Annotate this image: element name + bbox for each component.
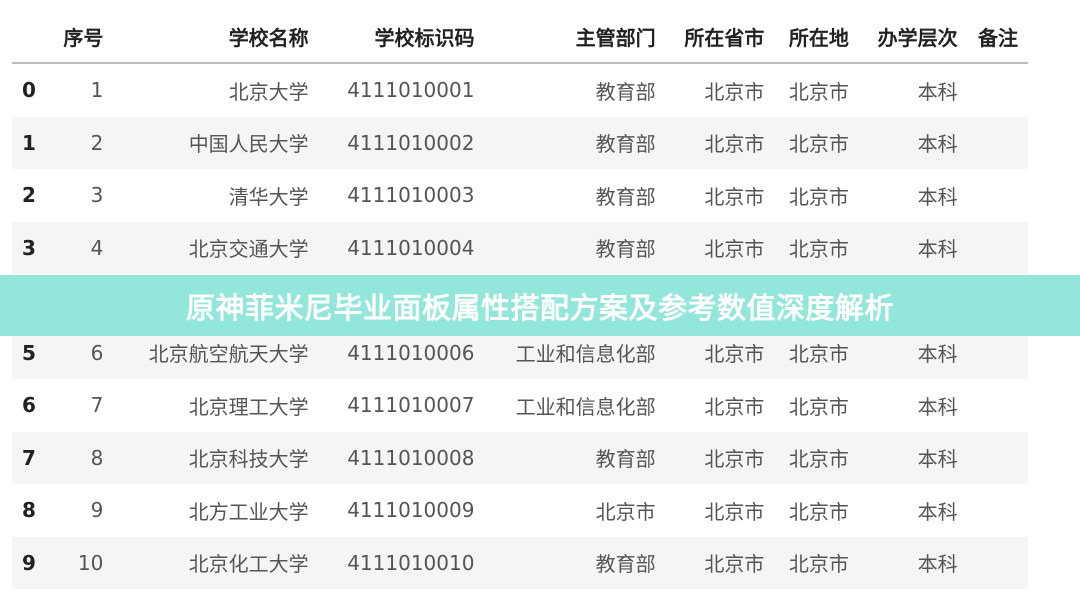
table-cell: 本科 [858, 536, 968, 589]
table-cell: 北京市 [788, 394, 849, 419]
table-cell: 8 [52, 431, 114, 484]
table-cell [967, 431, 1028, 484]
table-row: 9 10 北京化工大学 4111010010 教育部 北京市 北京市 本科 [12, 536, 1028, 589]
table-row: 1 2 中国人民大学 4111010002 教育部 北京市 北京市 本科 [12, 116, 1028, 169]
table-cell [968, 484, 1028, 537]
table-cell: 4 [52, 221, 114, 274]
table-cell [967, 221, 1028, 274]
table-cell: 1 [90, 78, 104, 103]
row-index: 3 [12, 221, 53, 274]
row-index: 0 [22, 78, 36, 103]
table-cell: 北京市 [774, 116, 859, 169]
row-index: 9 [12, 536, 53, 589]
table-row: 7 8 北京科技大学 4111010008 教育部 北京市 北京市 本科 [12, 431, 1028, 484]
column-header: 学校名称 [113, 10, 319, 64]
table-cell: 北京市 [774, 221, 859, 274]
column-header: 所在省市 [665, 10, 775, 64]
table-cell: 4111010009 [347, 498, 475, 523]
table-cell: 本科 [858, 221, 968, 274]
table-cell [968, 63, 1028, 117]
table-cell: 2 [52, 116, 114, 169]
table-cell [968, 379, 1028, 432]
table-cell: 本科 [858, 431, 968, 484]
column-header: 序号 [52, 10, 114, 64]
table-cell: 4111010010 [318, 536, 485, 589]
column-header: 学校标识码 [318, 10, 485, 64]
column-header: 主管部门 [484, 10, 666, 64]
table-cell: 4111010007 [347, 393, 475, 418]
table-cell: 北京交通大学 [113, 221, 319, 274]
table-cell: 7 [90, 393, 104, 418]
table-cell: 北京市 [788, 79, 849, 104]
table-cell: 本科 [917, 394, 958, 419]
title-banner: 原神菲米尼毕业面板属性搭配方案及参考数值深度解析 [0, 275, 1080, 336]
table-cell: 北京市 [704, 394, 765, 419]
table-cell: 教育部 [484, 431, 666, 484]
column-header: 所在地 [774, 10, 859, 64]
table-cell: 北京大学 [228, 79, 309, 104]
table-row: 3 4 北京交通大学 4111010004 教育部 北京市 北京市 本科 [12, 221, 1028, 274]
banner-title: 原神菲米尼毕业面板属性搭配方案及参考数值深度解析 [185, 290, 894, 325]
table-cell: 北京市 [704, 184, 765, 209]
table-cell: 教育部 [484, 221, 666, 274]
table-cell: 北京市 [788, 499, 849, 524]
table-cell: 4111010003 [347, 183, 475, 208]
dataframe-table: 序号 学校名称 学校标识码 主管部门 所在省市 所在地 办学层次 备注 0 1 北京大学 41110… [12, 10, 1028, 589]
row-index: 8 [22, 498, 36, 523]
row-index: 6 [22, 393, 36, 418]
table-cell: 北京市 [774, 536, 859, 589]
table-cell: 本科 [917, 499, 958, 524]
table-cell: 3 [90, 183, 104, 208]
table-row: 2 3 清华大学 4111010003 教育部 北京市 北京市 本科 [12, 169, 1028, 222]
table-cell: 中国人民大学 [113, 116, 319, 169]
row-index: 1 [12, 116, 53, 169]
table-row: 0 1 北京大学 4111010001 教育部 北京市 北京市 本科 [12, 63, 1028, 117]
column-header: 备注 [967, 10, 1028, 64]
table-row: 8 9 北方工业大学 4111010009 北京市 北京市 北京市 本科 [12, 484, 1028, 537]
table-cell: 北京科技大学 [113, 431, 319, 484]
row-index: 7 [12, 431, 53, 484]
table-cell: 北京市 [665, 431, 775, 484]
table-cell: 清华大学 [228, 184, 309, 209]
header-row: 序号 学校名称 学校标识码 主管部门 所在省市 所在地 办学层次 备注 [12, 10, 1028, 64]
table-cell: 北方工业大学 [188, 499, 309, 524]
table-cell [967, 536, 1028, 589]
table-cell: 本科 [917, 79, 958, 104]
column-header [12, 10, 53, 64]
table-cell: 北京市 [704, 79, 765, 104]
table-cell: 教育部 [484, 536, 666, 589]
table-cell: 北京市 [665, 536, 775, 589]
table-cell: 北京市 [788, 184, 849, 209]
table-cell: 北京市 [704, 499, 765, 524]
table-cell: 北京市 [665, 116, 775, 169]
table-cell [967, 116, 1028, 169]
table-cell: 北京理工大学 [188, 394, 309, 419]
table-cell: 工业和信息化部 [515, 394, 656, 419]
table-cell: 本科 [858, 116, 968, 169]
table-cell: 教育部 [484, 116, 666, 169]
table-cell: 教育部 [595, 184, 656, 209]
table-cell: 本科 [917, 184, 958, 209]
table-cell: 9 [90, 498, 104, 523]
table-row: 6 7 北京理工大学 4111010007 工业和信息化部 北京市 北京市 本科 [12, 379, 1028, 432]
table-cell: 4111010008 [318, 431, 485, 484]
table-cell: 北京市 [774, 431, 859, 484]
table-cell: 教育部 [595, 79, 656, 104]
table-cell [968, 169, 1028, 222]
table-cell: 4111010001 [347, 78, 475, 103]
row-index: 2 [22, 183, 36, 208]
table-cell: 北京化工大学 [113, 536, 319, 589]
table-cell: 10 [52, 536, 114, 589]
table-cell: 北京市 [595, 499, 656, 524]
column-header: 办学层次 [858, 10, 968, 64]
table-cell: 北京市 [665, 221, 775, 274]
table-cell: 4111010002 [318, 116, 485, 169]
table-cell: 4111010004 [318, 221, 485, 274]
